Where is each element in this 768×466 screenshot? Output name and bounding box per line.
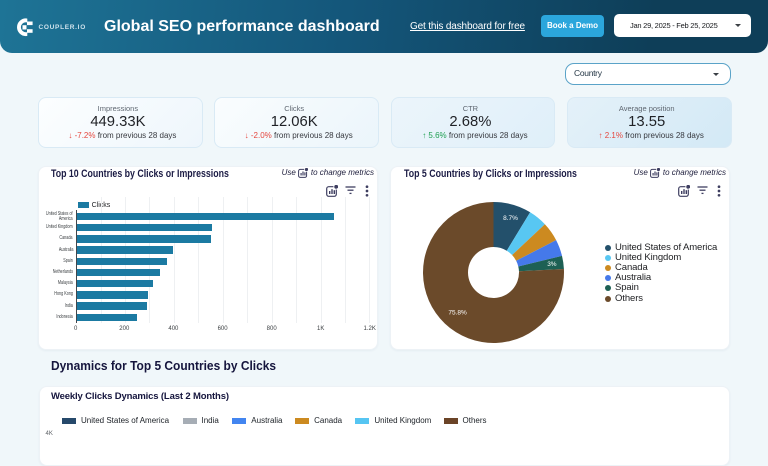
svg-text:75.8%: 75.8% [448,309,467,316]
svg-text:8.7%: 8.7% [503,215,518,222]
svg-text:3%: 3% [547,261,557,268]
